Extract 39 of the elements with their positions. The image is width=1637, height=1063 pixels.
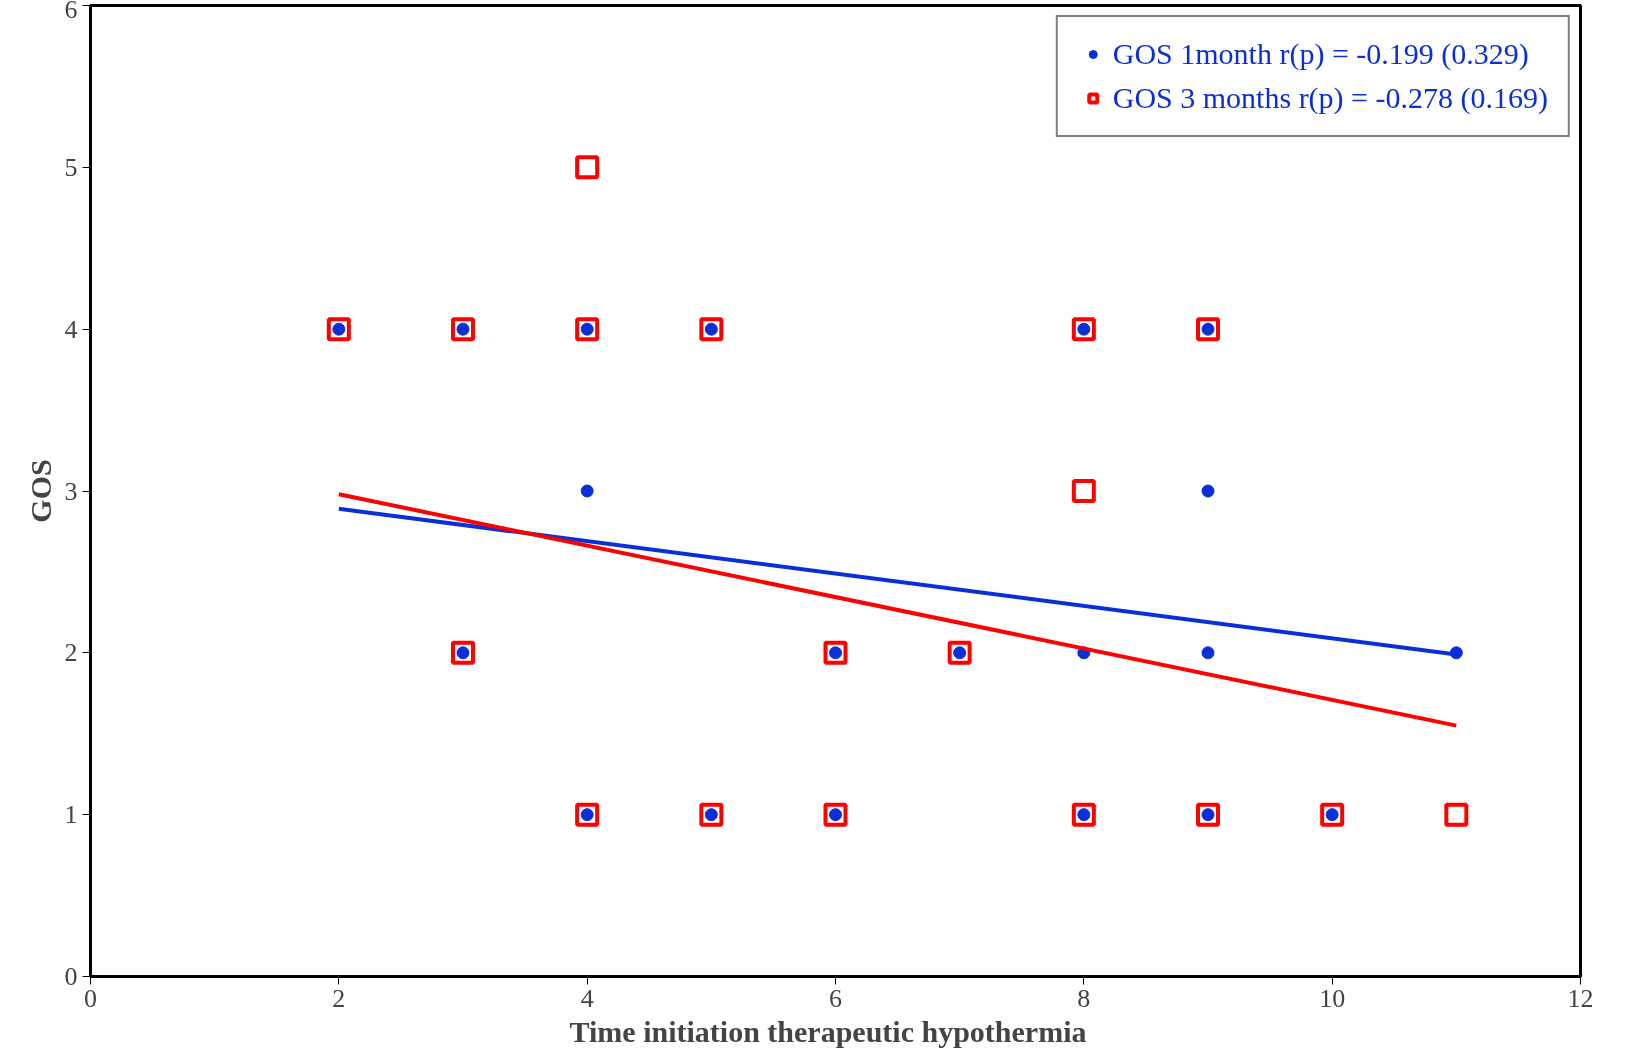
legend-label: GOS 3 months r(p) = -0.278 (0.169) <box>1112 81 1548 115</box>
x-tick-label: 0 <box>84 983 97 1013</box>
y-axis-title: GOS <box>23 459 57 523</box>
point <box>823 640 848 665</box>
point <box>575 317 600 342</box>
point <box>580 484 594 498</box>
x-tick-label: 10 <box>1319 983 1346 1013</box>
legend-label: GOS 1month r(p) = -0.199 (0.329) <box>1112 37 1529 71</box>
point <box>823 802 848 827</box>
point <box>326 317 351 342</box>
point <box>1071 479 1096 503</box>
x-tick-label: 2 <box>332 983 346 1013</box>
point <box>451 317 475 342</box>
point <box>1196 802 1220 827</box>
x-tick-label: 6 <box>829 983 842 1013</box>
x-tick-label: 8 <box>1077 983 1091 1013</box>
y-tick-label: 3 <box>64 476 78 506</box>
point <box>575 155 600 180</box>
point <box>451 640 475 665</box>
point <box>1201 484 1215 498</box>
point <box>699 317 724 342</box>
point <box>1071 317 1096 342</box>
point <box>1071 802 1096 827</box>
point <box>947 640 972 665</box>
point <box>699 802 724 827</box>
x-tick-label: 4 <box>580 983 594 1013</box>
x-axis-title: Time initiation therapeutic hypothermia <box>569 1014 1087 1048</box>
y-tick-label: 1 <box>64 800 78 830</box>
point <box>1444 802 1469 827</box>
point <box>1320 802 1345 827</box>
x-tick-label: 12 <box>1567 983 1594 1013</box>
point <box>575 802 600 827</box>
y-tick-label: 0 <box>64 962 78 991</box>
y-tick-label: 4 <box>64 314 78 344</box>
y-tick-label: 5 <box>64 152 78 182</box>
point <box>1201 646 1215 660</box>
y-tick-label: 2 <box>64 638 78 668</box>
point <box>1196 317 1220 342</box>
y-tick-label: 6 <box>64 0 78 24</box>
